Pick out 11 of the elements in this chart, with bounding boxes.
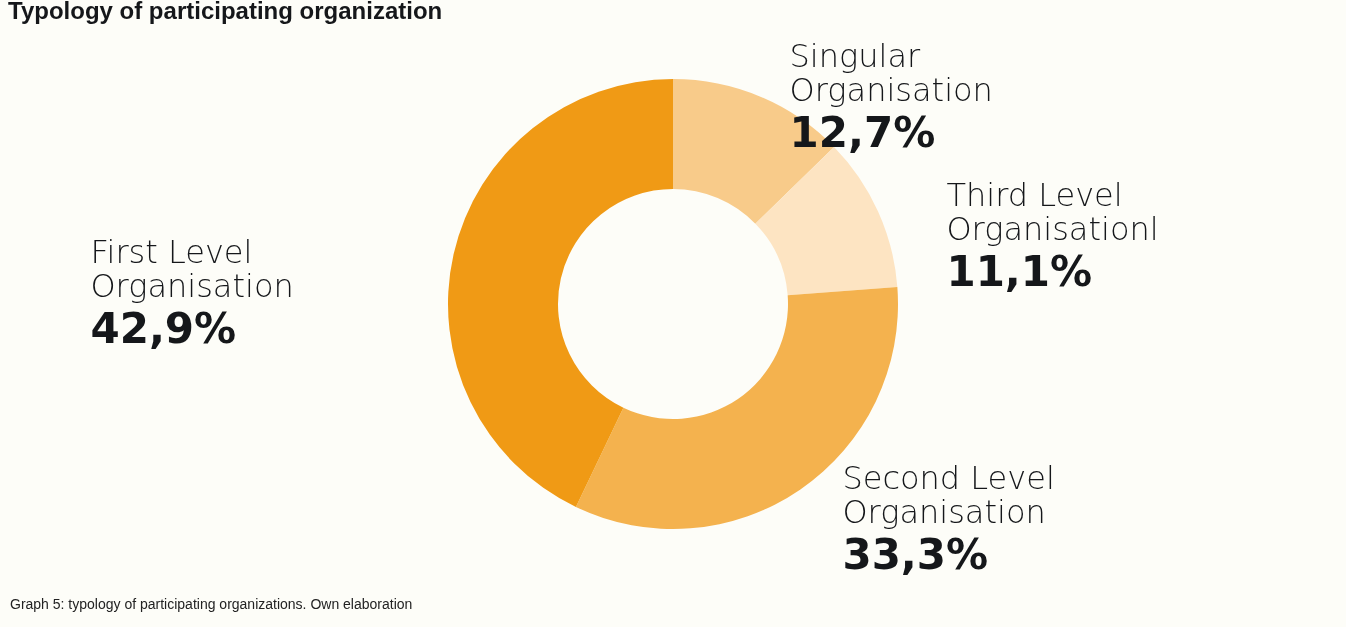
slice-label: Third Level Organisationl <box>946 175 1159 248</box>
slice-label: Second Level Organisation <box>842 459 1055 531</box>
data-label: 42,9% <box>90 303 237 353</box>
chart-title: Typology of participating organization <box>8 0 443 24</box>
slice-label: First Level Organisation <box>90 232 294 305</box>
caption: Graph 5: typology of participating organizations. Own elaboration <box>10 596 413 612</box>
data-label: 12,7% <box>789 108 936 157</box>
donut-slice <box>448 79 673 507</box>
slice-label: Singular Organisation <box>789 37 993 109</box>
data-label: 33,3% <box>842 530 989 579</box>
data-label: 11,1% <box>946 246 1093 296</box>
